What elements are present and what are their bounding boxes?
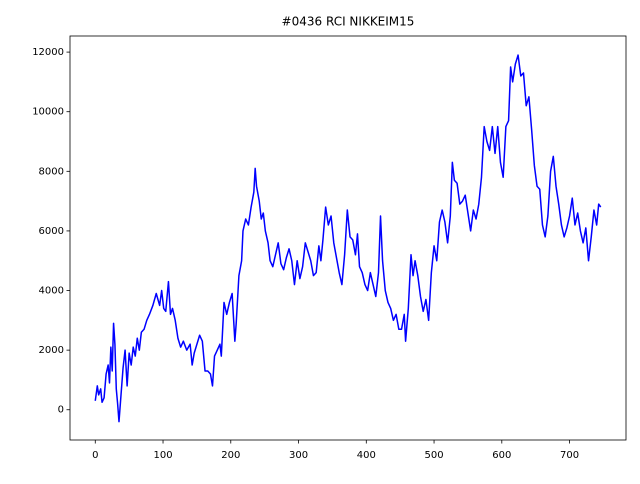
y-tick-label: 6000 — [39, 226, 64, 237]
x-tick-label: 700 — [560, 450, 579, 461]
line-series — [94, 54, 602, 423]
x-tick-label: 600 — [492, 450, 511, 461]
x-tick-label: 100 — [153, 450, 172, 461]
chart-title: #0436 RCI NIKKEIM15 — [282, 15, 415, 29]
x-tick-label: 500 — [425, 450, 444, 461]
x-tick-label: 200 — [221, 450, 240, 461]
y-tick-label: 10000 — [32, 107, 64, 118]
y-tick-label: 2000 — [39, 345, 64, 356]
y-tick-label: 12000 — [32, 47, 64, 58]
y-tick-label: 0 — [58, 405, 64, 416]
x-tick-label: 0 — [92, 450, 98, 461]
y-tick-label: 8000 — [39, 166, 64, 177]
x-tick-label: 300 — [289, 450, 308, 461]
y-tick-label: 4000 — [39, 286, 64, 297]
x-tick-label: 400 — [357, 450, 376, 461]
axes-frame — [69, 35, 627, 441]
